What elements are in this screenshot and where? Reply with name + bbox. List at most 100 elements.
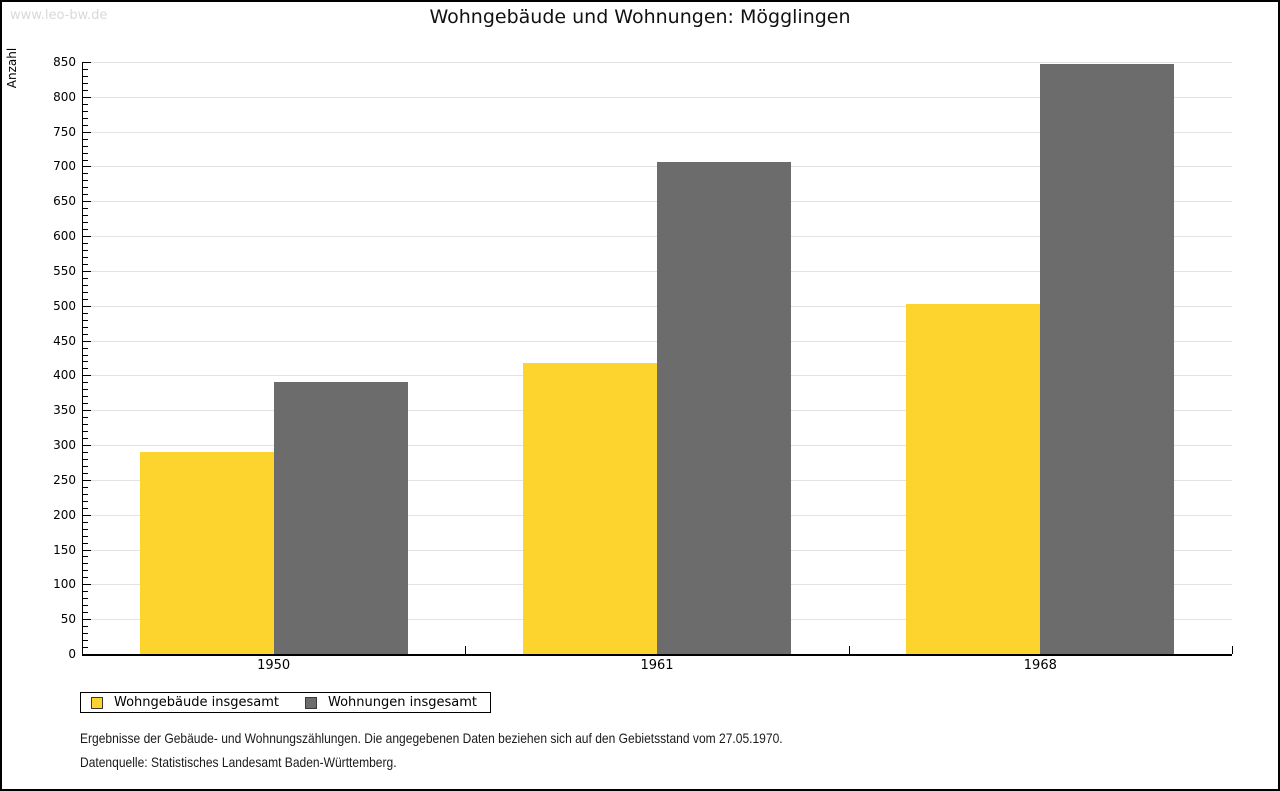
y-tick-minor [83, 542, 88, 544]
x-axis-label: 1961 [640, 658, 674, 673]
y-tick-minor [83, 438, 88, 440]
y-tick-minor [83, 417, 88, 419]
y-tick-minor [83, 424, 88, 426]
y-tick-minor [83, 535, 88, 537]
gridline [82, 62, 1232, 63]
y-tick-minor [83, 431, 88, 433]
y-tick-minor [83, 194, 88, 196]
y-tick-minor [83, 472, 88, 474]
legend-label: Wohngebäude insgesamt [114, 695, 279, 710]
watermark: www.leo-bw.de [10, 8, 108, 23]
y-tick-minor [83, 507, 88, 509]
x-axis-line [82, 654, 1232, 656]
y-tick-label: 200 [53, 507, 76, 522]
y-tick-major [83, 619, 91, 621]
legend-swatch [91, 696, 103, 709]
y-tick-minor [83, 284, 88, 286]
y-tick-minor [83, 389, 88, 391]
y-tick-major [83, 236, 91, 238]
y-tick-minor [83, 354, 88, 356]
y-tick-major [83, 584, 91, 586]
y-tick-minor [83, 75, 88, 77]
y-tick-minor [83, 403, 88, 405]
bar-1968-series-0 [906, 303, 1041, 654]
y-tick-minor [83, 312, 88, 314]
y-tick-minor [83, 298, 88, 300]
y-tick-minor [83, 89, 88, 91]
y-tick-label: 250 [53, 472, 76, 487]
y-tick-minor [83, 159, 88, 161]
y-tick-minor [83, 145, 88, 147]
y-tick-minor [83, 591, 88, 593]
y-tick-label: 650 [53, 194, 76, 209]
y-tick-minor [83, 110, 88, 112]
y-tick-minor [83, 291, 88, 293]
y-tick-minor [83, 68, 88, 70]
y-tick-minor [83, 82, 88, 84]
y-tick-label: 750 [53, 124, 76, 139]
y-tick-major [83, 270, 91, 272]
y-tick-minor [83, 452, 88, 454]
y-tick-minor [83, 326, 88, 328]
y-tick-minor [83, 612, 88, 614]
y-tick-minor [83, 458, 88, 460]
y-tick-minor [83, 556, 88, 558]
bar-1950-series-0 [139, 452, 274, 654]
y-tick-minor [83, 347, 88, 349]
footnote-line-2: Datenquelle: Statistisches Landesamt Bad… [80, 754, 397, 770]
y-tick-minor [83, 138, 88, 140]
y-tick-minor [83, 187, 88, 189]
y-tick-label: 400 [53, 368, 76, 383]
y-tick-minor [83, 180, 88, 182]
y-axis-line [82, 62, 83, 655]
y-tick-major [83, 479, 91, 481]
y-tick-label: 350 [53, 403, 76, 418]
y-tick-minor [83, 626, 88, 628]
y-tick-minor [83, 528, 88, 530]
y-tick-major [83, 62, 91, 63]
footnote-line-1: Ergebnisse der Gebäude- und Wohnungszähl… [80, 730, 783, 746]
y-tick-minor [83, 633, 88, 635]
y-tick-major [83, 131, 91, 133]
legend-swatch [305, 696, 317, 709]
y-tick-minor [83, 500, 88, 502]
y-tick-label: 850 [53, 55, 76, 69]
y-tick-minor [83, 277, 88, 279]
legend-item: Wohngebäude insgesamt [91, 695, 305, 710]
y-tick-minor [83, 640, 88, 642]
y-tick-label: 600 [53, 229, 76, 244]
bar-1961-series-1 [657, 161, 791, 654]
x-boundary-tick [465, 646, 467, 654]
legend-label: Wohnungen insgesamt [328, 695, 477, 710]
y-tick-label: 550 [53, 263, 76, 278]
y-tick-minor [83, 577, 88, 579]
y-tick-label: 800 [53, 89, 76, 104]
y-tick-label: 150 [53, 542, 76, 557]
legend: Wohngebäude insgesamt Wohnungen insgesam… [80, 692, 491, 713]
y-tick-minor [83, 486, 88, 488]
y-tick-major [83, 410, 91, 412]
y-tick-minor [83, 563, 88, 565]
y-tick-minor [83, 124, 88, 126]
y-tick-major [83, 445, 91, 447]
y-tick-minor [83, 598, 88, 600]
x-axis-label: 1968 [1023, 658, 1057, 673]
y-tick-minor [83, 368, 88, 370]
y-tick-minor [83, 319, 88, 321]
y-tick-label: 500 [53, 298, 76, 313]
y-tick-label: 450 [53, 333, 76, 348]
y-tick-major [83, 166, 91, 168]
chart-title: Wohngebäude und Wohnungen: Mögglingen [429, 6, 851, 28]
bar-1961-series-0 [523, 362, 657, 654]
y-tick-minor [83, 361, 88, 363]
y-tick-label: 50 [60, 612, 76, 627]
y-tick-minor [83, 605, 88, 607]
y-tick-label: 100 [53, 577, 76, 592]
y-tick-minor [83, 222, 88, 224]
y-tick-minor [83, 465, 88, 467]
x-boundary-tick [848, 646, 850, 654]
y-tick-minor [83, 521, 88, 523]
y-tick-major [83, 305, 91, 307]
y-tick-minor [83, 229, 88, 231]
